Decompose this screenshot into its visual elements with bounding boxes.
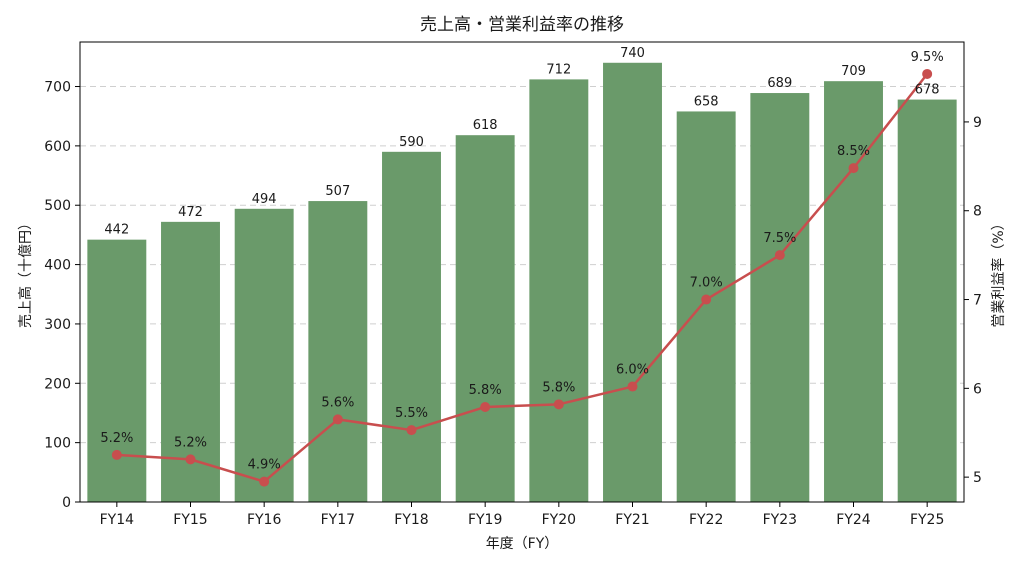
x-tick-label: FY14 — [100, 512, 135, 528]
chart-title: 売上高・営業利益率の推移 — [420, 15, 624, 35]
bar — [529, 79, 589, 502]
margin-value-label: 6.0% — [616, 363, 649, 378]
bar-value-label: 689 — [767, 76, 792, 91]
bar — [676, 111, 736, 502]
margin-value-label: 5.6% — [321, 395, 354, 410]
bar — [87, 239, 147, 502]
margin-value-label: 5.5% — [395, 406, 428, 421]
margin-point — [774, 250, 785, 261]
y-axis-right-label: 営業利益率（%） — [990, 216, 1007, 327]
bar — [382, 151, 441, 502]
bar — [750, 93, 810, 502]
margin-point — [111, 449, 122, 460]
x-tick-label: FY18 — [394, 512, 428, 528]
margin-point — [553, 399, 564, 410]
y-left-tick-label: 100 — [44, 436, 71, 452]
bar-value-label: 678 — [915, 83, 940, 98]
y-left-tick-label: 700 — [44, 80, 71, 96]
x-tick-label: FY19 — [468, 512, 502, 528]
margin-value-label: 5.2% — [100, 431, 133, 446]
margin-value-label: 5.8% — [469, 383, 502, 398]
margin-value-label: 8.5% — [837, 144, 870, 159]
bar-value-label: 494 — [252, 192, 277, 207]
y-left-tick-label: 200 — [44, 376, 71, 392]
y-right-tick-label: 8 — [973, 204, 982, 220]
y-left-tick-label: 300 — [44, 317, 71, 333]
bar — [308, 201, 368, 502]
y-right-tick-label: 6 — [973, 381, 982, 397]
margin-value-label: 5.8% — [542, 380, 575, 395]
label-layer: 442 472 494 507 590 618 712 740 658 689 709 678 5.2%… — [100, 46, 943, 473]
y-left-tick-label: 0 — [62, 495, 71, 511]
bar-value-label: 712 — [546, 62, 571, 77]
y-left-tick-label: 400 — [44, 258, 71, 274]
margin-point — [480, 401, 491, 412]
x-tick-label: FY16 — [247, 512, 282, 528]
bar-value-label: 740 — [620, 46, 645, 61]
margin-point — [185, 454, 196, 465]
bar-layer — [87, 62, 957, 503]
margin-value-label: 4.9% — [248, 458, 281, 473]
margin-point — [406, 425, 417, 436]
grid-layer — [80, 86, 964, 444]
bar — [824, 81, 883, 502]
x-tick-label: FY22 — [689, 512, 723, 528]
y-left-tick-label: 600 — [44, 139, 71, 155]
margin-value-label: 9.5% — [911, 50, 944, 65]
y-right-tick-label: 5 — [973, 470, 982, 486]
bar-value-label: 618 — [473, 118, 498, 133]
x-tick-label: FY25 — [910, 512, 944, 528]
x-tick-label: FY21 — [615, 512, 649, 528]
y-axis-left-label: 売上高（十億円） — [17, 216, 34, 328]
bar-value-label: 472 — [178, 205, 203, 220]
margin-point — [848, 163, 859, 174]
bar-value-label: 442 — [104, 223, 129, 238]
margin-value-label: 7.5% — [763, 231, 796, 246]
margin-point — [332, 414, 343, 425]
x-tick-label: FY24 — [836, 512, 871, 528]
plot-frame — [79, 41, 965, 503]
margin-line — [116, 73, 929, 483]
margin-value-label: 5.2% — [174, 435, 207, 450]
y-left-tick-label: 500 — [44, 198, 71, 214]
bar-value-label: 658 — [694, 94, 719, 109]
margin-value-label: 7.0% — [690, 276, 723, 291]
x-tick-label: FY23 — [763, 512, 797, 528]
y-right-tick-label: 7 — [973, 293, 982, 309]
bar-value-label: 590 — [399, 135, 424, 150]
margin-point — [627, 381, 638, 392]
bar — [897, 99, 957, 503]
bar — [455, 135, 515, 502]
bar — [603, 62, 662, 502]
x-tick-label: FY15 — [173, 512, 207, 528]
margin-point — [259, 476, 270, 487]
bar-value-label: 507 — [325, 184, 350, 199]
x-tick-label: FY17 — [321, 512, 355, 528]
margin-point — [701, 294, 712, 305]
bar-value-label: 709 — [841, 64, 866, 79]
y-right-tick-label: 9 — [973, 115, 982, 131]
x-tick-label: FY20 — [542, 512, 576, 528]
line-layer — [111, 68, 933, 487]
bar — [234, 208, 294, 502]
x-axis-label: 年度（FY） — [486, 536, 559, 552]
margin-point — [922, 68, 933, 79]
